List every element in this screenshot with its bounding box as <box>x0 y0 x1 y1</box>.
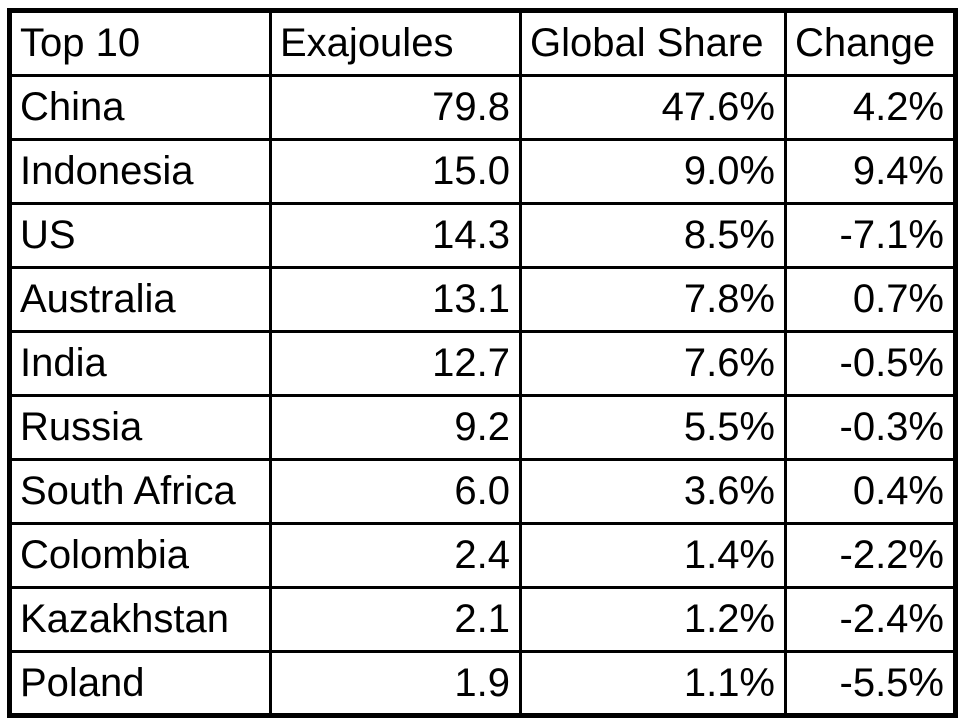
cell-country: Indonesia <box>8 138 272 205</box>
cell-exajoules: 2.4 <box>269 522 522 589</box>
cell-country: Colombia <box>8 522 272 589</box>
cell-change: -2.4% <box>784 586 957 653</box>
cell-global-share: 3.6% <box>519 458 787 525</box>
header-global-share: Global Share <box>519 9 787 77</box>
cell-country: Poland <box>8 650 272 717</box>
cell-global-share: 9.0% <box>519 138 787 205</box>
cell-exajoules: 14.3 <box>269 202 522 269</box>
table-row: Russia 9.2 5.5% -0.3% <box>8 394 957 461</box>
cell-country: Kazakhstan <box>8 586 272 653</box>
cell-global-share: 7.8% <box>519 266 787 333</box>
cell-change: -0.3% <box>784 394 957 461</box>
table-row: Australia 13.1 7.8% 0.7% <box>8 266 957 333</box>
cell-exajoules: 2.1 <box>269 586 522 653</box>
cell-change: 0.4% <box>784 458 957 525</box>
cell-exajoules: 13.1 <box>269 266 522 333</box>
cell-exajoules: 1.9 <box>269 650 522 717</box>
cell-exajoules: 79.8 <box>269 74 522 141</box>
cell-change: -0.5% <box>784 330 957 397</box>
cell-country: India <box>8 330 272 397</box>
table-header-row: Top 10 Exajoules Global Share Change <box>8 9 957 77</box>
cell-change: -2.2% <box>784 522 957 589</box>
cell-global-share: 5.5% <box>519 394 787 461</box>
header-exajoules: Exajoules <box>269 9 522 77</box>
coal-top10-table: Top 10 Exajoules Global Share Change Chi… <box>7 8 958 718</box>
table-row: Poland 1.9 1.1% -5.5% <box>8 650 957 717</box>
cell-change: -7.1% <box>784 202 957 269</box>
cell-exajoules: 6.0 <box>269 458 522 525</box>
cell-global-share: 7.6% <box>519 330 787 397</box>
table-row: Kazakhstan 2.1 1.2% -2.4% <box>8 586 957 653</box>
table-row: Colombia 2.4 1.4% -2.2% <box>8 522 957 589</box>
cell-change: 0.7% <box>784 266 957 333</box>
cell-country: South Africa <box>8 458 272 525</box>
table-row: Indonesia 15.0 9.0% 9.4% <box>8 138 957 205</box>
cell-global-share: 1.2% <box>519 586 787 653</box>
header-change: Change <box>784 9 957 77</box>
cell-global-share: 1.4% <box>519 522 787 589</box>
table-body: China 79.8 47.6% 4.2% Indonesia 15.0 9.0% 9.4% U… <box>8 74 957 717</box>
cell-global-share: 8.5% <box>519 202 787 269</box>
cell-change: -5.5% <box>784 650 957 717</box>
cell-country: China <box>8 74 272 141</box>
table-row: India 12.7 7.6% -0.5% <box>8 330 957 397</box>
table-row: China 79.8 47.6% 4.2% <box>8 74 957 141</box>
cell-exajoules: 15.0 <box>269 138 522 205</box>
table-row: US 14.3 8.5% -7.1% <box>8 202 957 269</box>
cell-change: 9.4% <box>784 138 957 205</box>
cell-global-share: 1.1% <box>519 650 787 717</box>
cell-exajoules: 9.2 <box>269 394 522 461</box>
table-row: South Africa 6.0 3.6% 0.4% <box>8 458 957 525</box>
header-top10: Top 10 <box>8 9 272 77</box>
cell-country: Russia <box>8 394 272 461</box>
cell-country: US <box>8 202 272 269</box>
cell-country: Australia <box>8 266 272 333</box>
cell-global-share: 47.6% <box>519 74 787 141</box>
cell-change: 4.2% <box>784 74 957 141</box>
cell-exajoules: 12.7 <box>269 330 522 397</box>
